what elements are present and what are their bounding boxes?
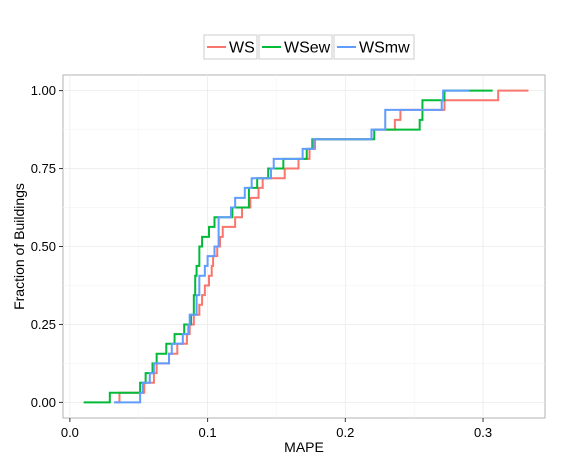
x-tick-label: 0.2: [336, 425, 354, 440]
legend-label: WS: [229, 40, 255, 57]
series-line-wsew: [83, 89, 493, 404]
grid: [63, 75, 545, 418]
y-tick-label: 0.50: [31, 239, 56, 254]
y-tick-label: 0.75: [31, 161, 56, 176]
x-axis-title: MAPE: [284, 439, 324, 455]
y-tick-label: 0.00: [31, 395, 56, 410]
legend-label: WSew: [284, 40, 331, 57]
series-line-wsmw: [113, 89, 470, 404]
y-tick-label: 0.25: [31, 317, 56, 332]
legend-item-wsew: WSew: [258, 34, 333, 60]
axes: 0.0 0.1 0.2 0.3 0.00 0.25 0.50 0.75 1.00: [31, 83, 492, 440]
series-layer: [83, 89, 529, 404]
legend-item-ws: WS: [203, 34, 258, 60]
x-tick-label: 0.0: [61, 425, 79, 440]
x-tick-label: 0.1: [199, 425, 217, 440]
y-tick-label: 1.00: [31, 83, 56, 98]
legend-item-wsmw: WSmw: [333, 34, 415, 60]
legend: WS WSew WSmw: [203, 34, 415, 60]
y-axis-title: Fraction of Buildings: [11, 183, 27, 310]
x-tick-label: 0.3: [474, 425, 492, 440]
legend-label: WSmw: [359, 40, 410, 57]
